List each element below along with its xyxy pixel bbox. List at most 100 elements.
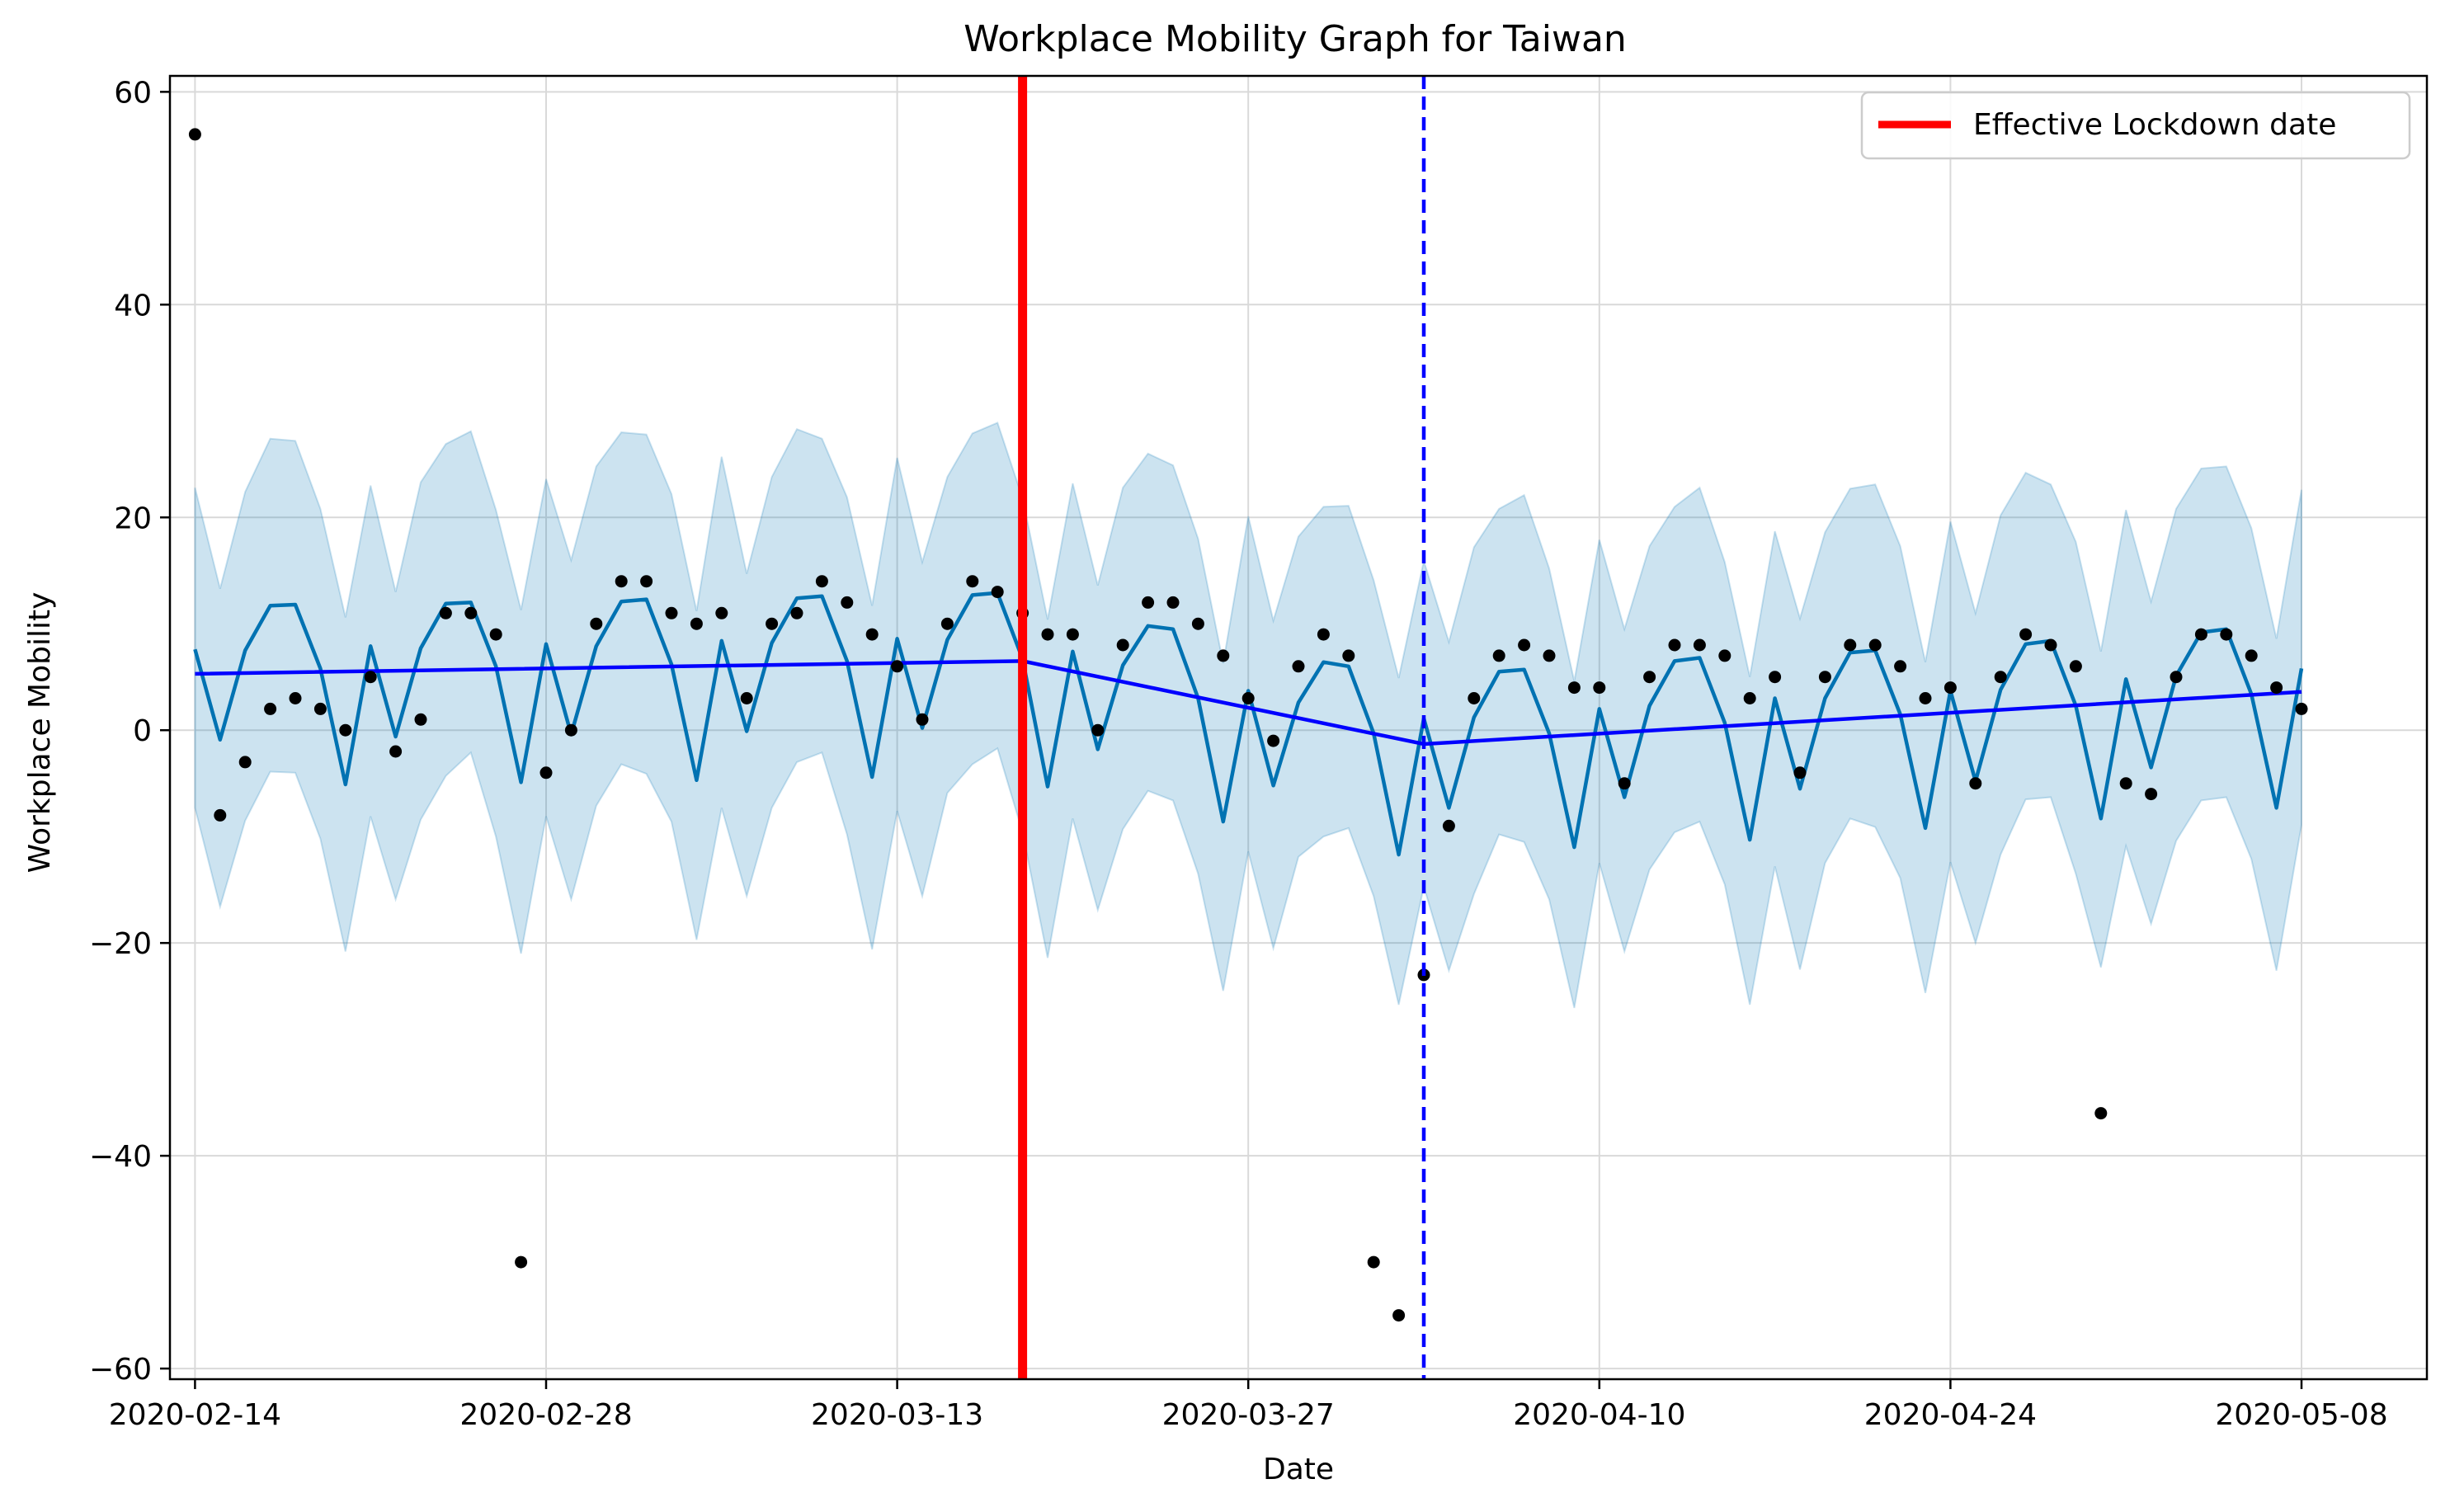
data-point [289,692,302,704]
data-point [1944,681,1957,695]
data-point [1718,649,1731,662]
y-tick-label: 60 [114,76,152,110]
data-point [1618,777,1631,790]
data-point [515,1255,528,1269]
data-point [1919,692,1932,704]
data-point [1693,638,1706,652]
data-point [389,745,403,758]
data-point [940,617,954,630]
data-point [1442,819,1455,832]
data-point [2295,702,2308,715]
data-point [2270,681,2283,695]
data-point [439,606,452,619]
data-point [690,617,703,630]
data-point [740,692,753,704]
y-axis-label: Workplace Mobility [23,592,57,874]
x-tick-label: 2020-04-24 [1864,1398,2037,1432]
data-point [1668,638,1681,652]
data-point [1492,649,1505,662]
data-point [1844,638,1857,652]
y-tick-label: 0 [133,714,152,748]
data-point [766,617,779,630]
data-point [991,586,1004,599]
data-point [1392,1309,1406,1322]
data-point [464,606,478,619]
data-point [339,723,352,737]
legend: Effective Lockdown date [1860,91,2411,160]
data-point [2170,671,2183,684]
data-point [2194,628,2207,641]
event-lines [1018,76,1426,1379]
data-point [313,702,327,715]
data-point [1066,628,1079,641]
y-tick-label: −40 [89,1140,152,1174]
data-point [1994,671,2007,684]
data-point [2044,638,2057,652]
y-tick-label: 20 [114,502,152,535]
data-point [891,660,904,673]
legend-box [1860,91,2411,160]
data-point [1468,692,1481,704]
data-point [715,606,728,619]
data-point [1142,596,1155,609]
data-point [865,628,879,641]
data-point [841,596,854,609]
data-point [1367,1255,1380,1269]
data-point [1091,723,1105,737]
data-point [916,713,929,726]
data-point [1041,628,1054,641]
x-tick-label: 2020-05-08 [2215,1398,2387,1432]
data-point [1241,692,1255,704]
data-point [2094,1107,2108,1120]
data-point [1166,596,1180,609]
y-axis: 60 40 20 0 −20 −40 −60 [89,76,170,1387]
x-tick-label: 2020-03-27 [1162,1398,1335,1432]
data-point [2119,777,2132,790]
data-point [2019,628,2033,641]
x-axis: 2020-02-14 2020-02-28 2020-03-13 2020-03-27… [109,1379,2388,1432]
chart-title: Workplace Mobility Graph for Taiwan [964,18,1627,60]
data-point [1191,617,1204,630]
data-point [1894,660,1907,673]
data-point [489,628,502,641]
data-point [2069,660,2082,673]
plot-frame [168,74,2429,1381]
x-tick-label: 2020-02-14 [109,1398,281,1432]
trend-line [195,659,2302,747]
data-point [564,723,577,737]
data-point [790,606,803,619]
data-point [1217,649,1230,662]
data-point [1868,638,1882,652]
data-point [1567,681,1581,695]
uncertainty-area [194,422,2302,1009]
x-axis-label: Date [1263,1453,1334,1486]
data-point [1342,649,1355,662]
data-point [214,808,227,822]
data-point [640,575,653,588]
data-point [1818,671,1831,684]
x-tick-label: 2020-02-28 [459,1398,632,1432]
trend-path [195,659,2302,747]
data-point [665,606,678,619]
data-point [2145,788,2158,801]
data-point [1643,671,1656,684]
data-point [1292,660,1305,673]
data-point [238,756,252,769]
y-tick-label: −20 [89,927,152,961]
data-point [414,713,427,726]
data-point [615,575,628,588]
data-point [1969,777,1982,790]
x-tick-label: 2020-04-10 [1513,1398,1685,1432]
data-point [966,575,979,588]
data-point [1116,638,1129,652]
grid-lines [170,76,2427,1379]
data-point [1769,671,1782,684]
legend-label: Effective Lockdown date [1973,108,2336,142]
data-point [815,575,828,588]
data-point [1267,734,1280,747]
data-point [2220,628,2233,641]
data-point [1793,766,1807,780]
data-point [1543,649,1556,662]
data-point [539,766,553,780]
